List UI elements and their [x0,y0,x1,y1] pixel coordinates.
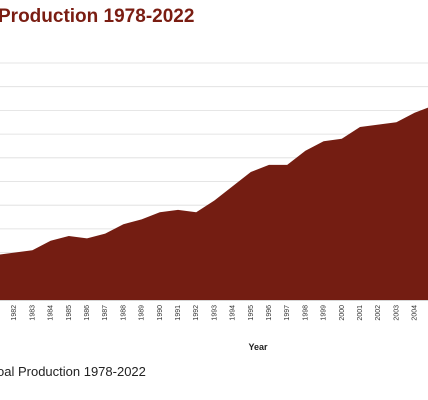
x-tick-label: 1994 [230,305,237,321]
chart-caption: oal Production 1978-2022 [0,364,146,379]
chart: 1982 1983 1984 1985 1986 1987 1988 1989 1990 1991… [0,62,428,352]
x-tick-label: 1993 [211,305,218,321]
x-tick-label: 2003 [393,305,400,321]
x-tick-label: 1998 [302,305,309,321]
x-tick-label: 1987 [102,305,109,321]
x-tick-label: 2001 [357,305,364,321]
x-tick-label: 2004 [412,305,419,321]
chart-title: Production 1978-2022 [0,6,195,27]
x-tick-label: 1984 [48,305,55,321]
x-tick-labels: 1982 1983 1984 1985 1986 1987 1988 1989 1990 1991… [11,305,419,321]
x-tick-label: 1986 [84,305,91,321]
x-tick-label: 1989 [139,305,146,321]
x-axis-label: Year [248,342,268,352]
x-tick-label: 1991 [175,305,182,321]
x-tick-label: 1990 [157,305,164,321]
x-tick-label: 1992 [193,305,200,321]
x-tick-label: 2002 [375,305,382,321]
x-tick-label: 1997 [284,305,291,321]
x-tick-label: 1995 [248,305,255,321]
x-tick-label: 1985 [66,305,73,321]
x-tick-label: 2000 [339,305,346,321]
x-tick-label: 1996 [266,305,273,321]
x-tick-label: 1982 [11,305,18,321]
x-tick-label: 1999 [321,305,328,321]
area-series [0,107,428,300]
x-tick-label: 1983 [29,305,36,321]
x-tick-label: 1988 [120,305,127,321]
